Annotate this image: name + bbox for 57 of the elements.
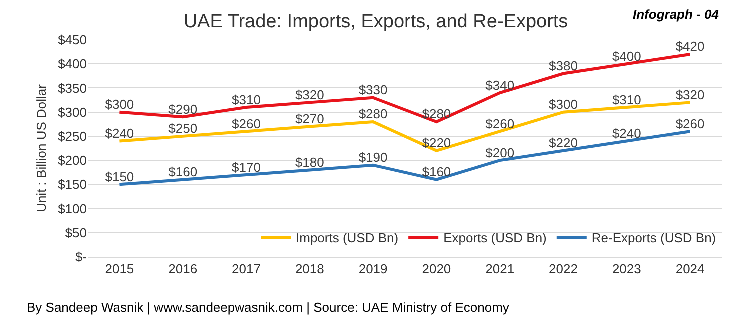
data-label: $220	[422, 136, 452, 151]
data-label: $310	[232, 92, 261, 108]
data-label: $260	[232, 116, 261, 132]
data-label: $240	[105, 126, 134, 142]
data-label: $310	[612, 92, 642, 108]
data-label: $260	[676, 116, 705, 132]
x-tick-label: 2017	[232, 262, 261, 277]
data-label: $260	[486, 116, 515, 132]
x-tick-label: 2015	[105, 262, 134, 277]
data-label: $280	[422, 106, 452, 122]
data-label: $180	[295, 154, 324, 170]
x-tick-label: 2021	[486, 262, 515, 277]
data-label: $340	[486, 78, 515, 93]
legend-label: Exports (USD Bn)	[444, 230, 547, 246]
data-label: $380	[549, 58, 578, 74]
data-label: $160	[168, 164, 198, 180]
legend-label: Imports (USD Bn)	[296, 230, 399, 246]
y-tick-label: $400	[58, 56, 87, 72]
data-label: $220	[549, 136, 578, 151]
legend-label: Re-Exports (USD Bn)	[592, 230, 716, 246]
x-tick-label: 2016	[168, 262, 198, 277]
data-label: $270	[295, 112, 324, 127]
data-label: $250	[168, 121, 198, 136]
text: Infograph - 04	[633, 7, 720, 22]
y-tick-label: $200	[58, 153, 87, 168]
x-tick-label: 2023	[612, 262, 642, 277]
y-axis-title: Unit : Billion US Dollar	[34, 84, 50, 212]
data-label: $330	[358, 82, 388, 98]
y-tick-label: $150	[58, 177, 87, 192]
data-label: $320	[676, 87, 705, 102]
x-tick-label: 2024	[676, 262, 705, 277]
x-tick-label: 2020	[422, 262, 452, 277]
y-tick-label: $300	[58, 104, 87, 120]
x-tick-label: 2019	[358, 262, 388, 277]
y-tick-label: $-	[75, 250, 87, 265]
x-tick-label: 2018	[295, 262, 324, 277]
data-label: $150	[105, 169, 134, 184]
y-tick-label: $250	[58, 128, 87, 144]
data-label: $240	[612, 126, 642, 142]
data-label: $300	[549, 97, 578, 112]
y-tick-label: $450	[58, 32, 87, 48]
chart-title: UAE Trade: Imports, Exports, and Re-Exports	[184, 11, 568, 32]
data-label: $290	[168, 102, 198, 117]
text: By Sandeep Wasnik | www.sandeepwasnik.com | Source: UAE Ministry of Economy	[27, 300, 510, 315]
data-label: $170	[232, 160, 261, 175]
y-tick-label: $350	[58, 80, 87, 96]
data-label: $190	[358, 150, 388, 166]
data-label: $300	[105, 97, 134, 112]
data-label: $320	[295, 87, 324, 102]
y-tick-label: $100	[58, 201, 87, 216]
data-label: $160	[422, 164, 452, 180]
data-label: $280	[358, 106, 388, 122]
data-label: $200	[486, 145, 515, 160]
data-label: $420	[676, 39, 705, 54]
y-tick-label: $50	[65, 225, 87, 240]
x-tick-label: 2022	[549, 262, 578, 277]
data-label: $400	[612, 48, 642, 64]
